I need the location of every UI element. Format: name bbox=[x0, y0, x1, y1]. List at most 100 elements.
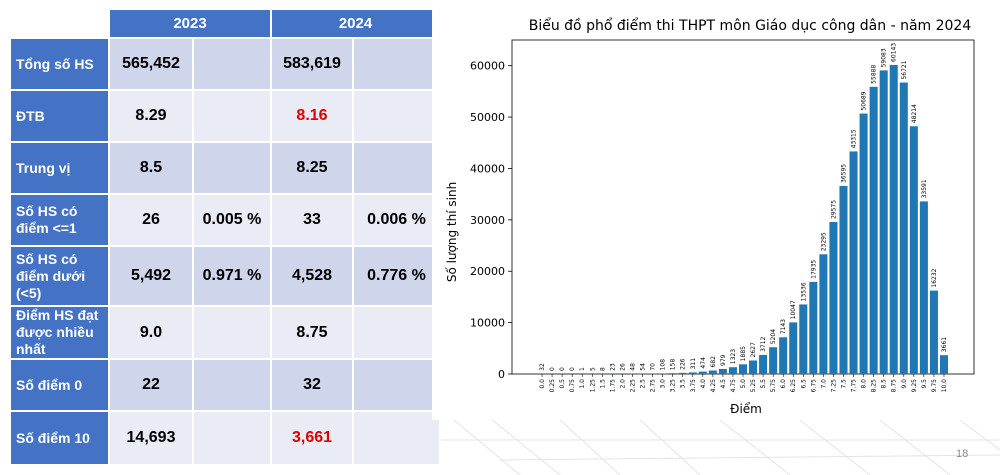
x-tick-label: 7.25 bbox=[830, 379, 837, 393]
bar-data-label: 70 bbox=[650, 363, 657, 371]
bar-data-label: 36595 bbox=[840, 164, 847, 183]
x-tick-label: 2.5 bbox=[640, 379, 647, 389]
percent-2024: 0.776 % bbox=[352, 245, 441, 307]
x-axis-label: Điểm bbox=[730, 402, 762, 416]
bar-data-label: 5204 bbox=[770, 329, 777, 344]
bar bbox=[809, 281, 818, 374]
x-tick-label: 0.75 bbox=[569, 379, 576, 393]
bar-data-label: 23 bbox=[609, 363, 616, 371]
row-label: Số điểm 0 bbox=[9, 358, 110, 412]
bar-data-label: 5 bbox=[589, 367, 596, 371]
x-tick-label: 0.0 bbox=[539, 379, 546, 389]
value-2024: 4,528 bbox=[270, 245, 354, 307]
bar bbox=[708, 370, 717, 374]
bar-data-label: 979 bbox=[720, 354, 727, 366]
x-tick-label: 1.75 bbox=[609, 379, 616, 393]
bar bbox=[929, 290, 938, 374]
percent-2024: 0.006 % bbox=[352, 193, 441, 247]
bar-data-label: 311 bbox=[690, 358, 697, 370]
bar bbox=[789, 322, 798, 374]
row-label: Tổng số HS bbox=[9, 37, 110, 91]
x-tick-label: 9.0 bbox=[901, 379, 908, 389]
x-tick-label: 1.0 bbox=[579, 379, 586, 389]
bar-data-label: 682 bbox=[710, 356, 717, 368]
bar bbox=[668, 373, 677, 374]
bar-data-label: 59083 bbox=[881, 48, 888, 67]
percent-2024 bbox=[352, 410, 441, 466]
page-number: 18 bbox=[956, 448, 969, 460]
x-tick-label: 6.25 bbox=[790, 379, 797, 393]
row-label: ĐTB bbox=[9, 89, 110, 143]
bar bbox=[839, 185, 848, 374]
y-tick-label: 20000 bbox=[470, 265, 505, 278]
table-row: ĐTB 8.29 8.16 bbox=[9, 89, 441, 143]
bar-data-label: 474 bbox=[700, 357, 707, 369]
x-tick-label: 4.0 bbox=[700, 379, 707, 389]
value-2024: 32 bbox=[270, 358, 354, 412]
bar bbox=[678, 372, 687, 374]
bar bbox=[889, 64, 898, 374]
x-tick-label: 3.0 bbox=[660, 379, 667, 389]
x-tick-label: 7.75 bbox=[851, 379, 858, 393]
table-row: Tổng số HS 565,452 583,619 bbox=[9, 37, 441, 91]
table-header-2023: 2023 bbox=[108, 8, 272, 39]
bar bbox=[779, 337, 788, 374]
bar-data-label: 23295 bbox=[820, 232, 827, 251]
table-row: Số điểm 10 14,693 3,661 bbox=[9, 410, 441, 466]
bar-data-label: 50689 bbox=[861, 91, 868, 110]
table-row: Trung vị 8.5 8.25 bbox=[9, 141, 441, 195]
bar-data-label: 1 bbox=[579, 367, 586, 371]
bar-data-label: 108 bbox=[660, 359, 667, 371]
x-tick-label: 5.25 bbox=[750, 379, 757, 393]
row-label: Trung vị bbox=[9, 141, 110, 195]
bar-data-label: 54 bbox=[640, 363, 647, 371]
x-tick-label: 0.5 bbox=[559, 379, 566, 389]
bar-data-label: 0 bbox=[549, 367, 556, 371]
value-2024: 8.16 bbox=[270, 89, 354, 143]
table-row: Điểm HS đạt được nhiều nhất 9.0 8.75 bbox=[9, 305, 441, 360]
x-tick-label: 4.5 bbox=[720, 379, 727, 389]
bar-data-label: 60143 bbox=[891, 43, 898, 62]
x-tick-label: 8.0 bbox=[861, 379, 868, 389]
table-row: Số HS có điểm dưới (<5) 5,492 0.971 % 4,528… bbox=[9, 245, 441, 307]
bar bbox=[899, 82, 908, 374]
table-header-2024: 2024 bbox=[270, 8, 441, 39]
table-row: Số HS có điểm <=1 26 0.005 % 33 0.006 % bbox=[9, 193, 441, 247]
x-tick-label: 4.75 bbox=[730, 379, 737, 393]
plot-area: 0 10000 20000 30000 40000 50000 60000 32 0.0 0 0.2… bbox=[470, 39, 975, 393]
x-tick-label: 2.25 bbox=[629, 379, 636, 393]
value-2023: 22 bbox=[108, 358, 194, 412]
bar bbox=[688, 372, 697, 374]
percent-2023 bbox=[192, 37, 272, 91]
value-2023: 9.0 bbox=[108, 305, 194, 360]
row-label: Số HS có điểm dưới (<5) bbox=[9, 245, 110, 307]
value-2024: 33 bbox=[270, 193, 354, 247]
bar-data-label: 7143 bbox=[780, 319, 787, 334]
x-tick-label: 6.0 bbox=[780, 379, 787, 389]
x-tick-label: 9.25 bbox=[911, 379, 918, 393]
y-tick-label: 40000 bbox=[470, 162, 505, 175]
bar bbox=[819, 254, 828, 374]
row-label: Số HS có điểm <=1 bbox=[9, 193, 110, 247]
bar-data-label: 1885 bbox=[740, 346, 747, 361]
bar-data-label: 0 bbox=[569, 367, 576, 371]
stats-table: 2023 2024 Tổng số HS 565,452 583,619 ĐTB 8.2… bbox=[9, 8, 441, 466]
bar bbox=[738, 364, 748, 374]
x-tick-label: 2.75 bbox=[650, 379, 657, 393]
value-2023: 565,452 bbox=[108, 37, 194, 91]
bar-data-label: 26 bbox=[619, 363, 626, 371]
bar bbox=[658, 373, 667, 374]
x-tick-label: 6.75 bbox=[810, 379, 817, 393]
bar-data-label: 158 bbox=[670, 359, 677, 371]
bar-data-label: 16232 bbox=[931, 268, 938, 287]
bar-data-label: 29575 bbox=[830, 200, 837, 219]
x-tick-label: 7.5 bbox=[840, 379, 847, 389]
bar-data-label: 0 bbox=[559, 367, 566, 371]
x-tick-label: 3.5 bbox=[680, 379, 687, 389]
value-2023: 5,492 bbox=[108, 245, 194, 307]
bar-data-label: 48214 bbox=[911, 104, 918, 123]
chart-title: Biểu đồ phổ điểm thi THPT môn Giáo dục c… bbox=[529, 17, 972, 34]
bar-data-label: 226 bbox=[680, 358, 687, 370]
x-tick-label: 2.0 bbox=[619, 379, 626, 389]
bar bbox=[849, 151, 858, 374]
